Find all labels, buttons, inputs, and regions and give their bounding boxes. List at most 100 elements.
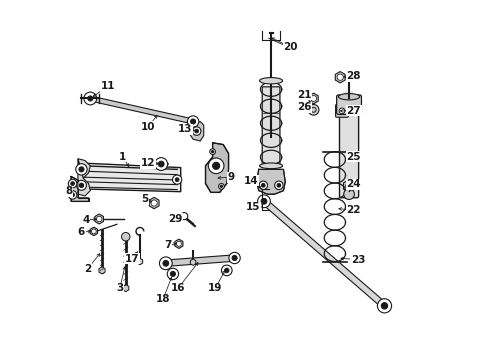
Circle shape: [121, 233, 130, 241]
Text: 19: 19: [208, 283, 222, 293]
Text: 2: 2: [84, 264, 91, 274]
Polygon shape: [190, 259, 196, 265]
Circle shape: [209, 149, 215, 154]
Circle shape: [259, 181, 267, 190]
Circle shape: [167, 268, 178, 280]
Circle shape: [221, 265, 232, 276]
Ellipse shape: [338, 94, 359, 100]
Polygon shape: [95, 214, 103, 224]
Polygon shape: [256, 169, 285, 194]
Circle shape: [68, 179, 77, 188]
Polygon shape: [308, 93, 318, 104]
Circle shape: [220, 185, 222, 188]
Circle shape: [228, 252, 240, 264]
Circle shape: [277, 184, 280, 187]
Text: 22: 22: [346, 205, 360, 215]
Circle shape: [310, 95, 316, 102]
Circle shape: [88, 96, 93, 101]
Polygon shape: [175, 239, 183, 248]
Text: 6: 6: [78, 228, 85, 238]
Text: 15: 15: [245, 202, 260, 212]
Text: 3: 3: [116, 283, 123, 293]
Text: 13: 13: [178, 124, 192, 134]
Circle shape: [192, 127, 201, 135]
Circle shape: [190, 119, 195, 124]
Polygon shape: [90, 227, 97, 236]
Polygon shape: [90, 96, 193, 124]
Circle shape: [91, 229, 96, 234]
Circle shape: [158, 161, 163, 167]
Text: 25: 25: [346, 152, 360, 162]
Circle shape: [96, 216, 102, 222]
Circle shape: [257, 195, 270, 208]
Circle shape: [79, 183, 83, 188]
Polygon shape: [122, 284, 128, 292]
Circle shape: [274, 181, 283, 190]
Polygon shape: [335, 72, 345, 83]
Circle shape: [218, 184, 224, 189]
Polygon shape: [137, 258, 142, 265]
FancyBboxPatch shape: [339, 97, 358, 198]
Circle shape: [76, 180, 86, 190]
Text: 24: 24: [346, 179, 360, 189]
Polygon shape: [343, 180, 354, 192]
Circle shape: [195, 129, 198, 133]
Circle shape: [232, 256, 237, 260]
Circle shape: [261, 198, 266, 204]
Circle shape: [155, 158, 167, 170]
Polygon shape: [71, 176, 88, 201]
Text: 17: 17: [124, 254, 139, 264]
Circle shape: [71, 182, 74, 185]
Circle shape: [310, 107, 315, 112]
Text: 9: 9: [227, 172, 234, 182]
Polygon shape: [80, 163, 181, 192]
Circle shape: [345, 183, 352, 189]
Circle shape: [187, 116, 198, 127]
Ellipse shape: [259, 77, 282, 84]
Circle shape: [68, 191, 77, 199]
Circle shape: [159, 257, 172, 270]
Text: 21: 21: [296, 90, 311, 100]
Circle shape: [79, 167, 84, 172]
Circle shape: [163, 260, 168, 266]
Text: 12: 12: [141, 158, 155, 168]
Circle shape: [76, 164, 87, 175]
Circle shape: [381, 303, 387, 309]
Circle shape: [261, 184, 264, 187]
Text: 26: 26: [296, 102, 311, 112]
Text: 7: 7: [163, 240, 171, 250]
Text: 1: 1: [119, 152, 125, 162]
Circle shape: [181, 213, 187, 220]
Text: 29: 29: [168, 214, 182, 224]
Polygon shape: [262, 199, 386, 308]
Circle shape: [71, 193, 74, 197]
Text: 8: 8: [65, 186, 73, 196]
Text: 20: 20: [283, 42, 297, 52]
Polygon shape: [189, 122, 203, 141]
Circle shape: [212, 162, 219, 169]
Text: 27: 27: [346, 106, 360, 116]
FancyBboxPatch shape: [335, 104, 347, 117]
FancyBboxPatch shape: [262, 87, 279, 167]
Polygon shape: [149, 197, 159, 209]
Polygon shape: [205, 143, 228, 192]
Ellipse shape: [259, 163, 282, 168]
Polygon shape: [78, 159, 90, 196]
Text: 10: 10: [141, 122, 155, 132]
Text: 28: 28: [346, 71, 360, 81]
Text: 23: 23: [350, 255, 365, 265]
Polygon shape: [78, 159, 90, 178]
Text: 5: 5: [141, 194, 148, 204]
Text: 18: 18: [155, 294, 170, 305]
Polygon shape: [99, 267, 105, 274]
Circle shape: [175, 178, 179, 181]
Circle shape: [84, 92, 97, 105]
Circle shape: [172, 175, 182, 184]
Text: 14: 14: [244, 176, 258, 186]
Circle shape: [343, 189, 354, 199]
Circle shape: [336, 74, 343, 80]
Text: 4: 4: [82, 215, 89, 225]
Circle shape: [224, 268, 228, 273]
Circle shape: [211, 150, 213, 153]
Circle shape: [339, 108, 344, 114]
